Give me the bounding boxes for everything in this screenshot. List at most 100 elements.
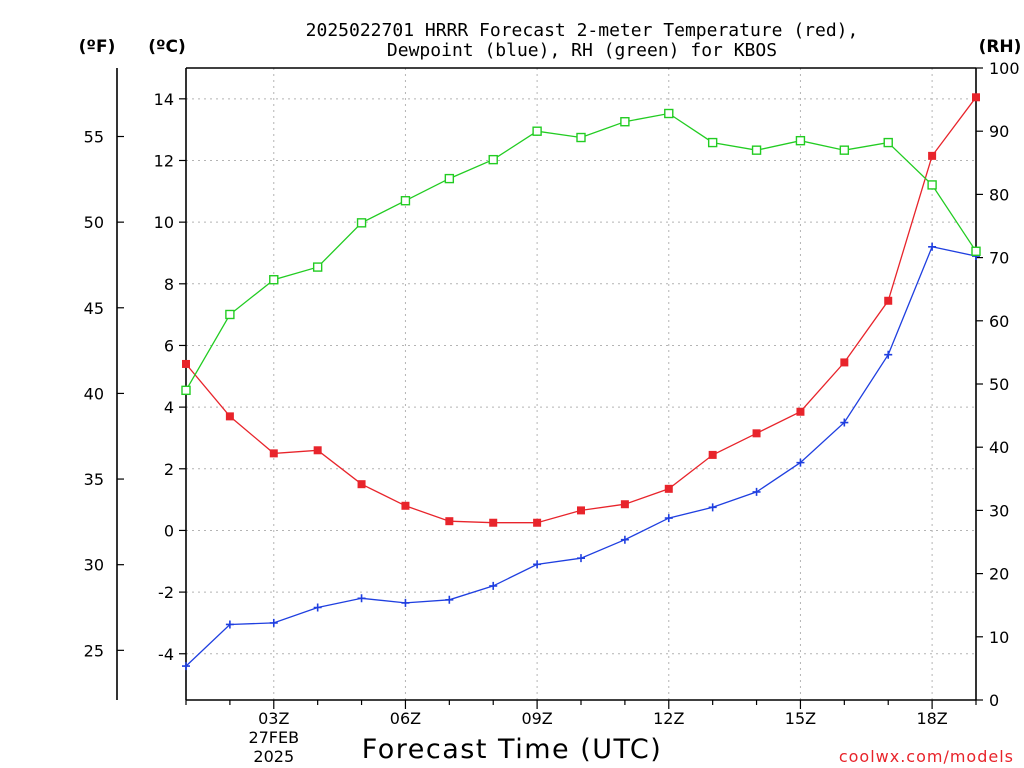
- celsius-tick-label: 12: [154, 151, 174, 170]
- rh-tick-label: 60: [989, 312, 1009, 331]
- celsius-tick-label: 2: [164, 460, 174, 479]
- rh-point: [707, 137, 718, 148]
- dewpoint-point: [752, 487, 761, 496]
- fahrenheit-tick-label: 40: [84, 384, 104, 403]
- celsius-tick-label: 6: [164, 336, 174, 355]
- rh-series-line: [185, 112, 977, 391]
- dewpoint-point: [533, 560, 542, 569]
- x-tick-label: 15Z: [785, 709, 816, 728]
- x-tick-label: 12Z: [653, 709, 684, 728]
- temperature-point: [884, 296, 893, 305]
- celsius-tick-label: 14: [154, 90, 174, 109]
- temperature-point: [664, 484, 673, 493]
- dewpoint-point: [489, 581, 498, 590]
- grid-lines: [186, 68, 976, 700]
- celsius-tick-label: 10: [154, 213, 174, 232]
- celsius-tick-label: 0: [164, 521, 174, 540]
- x-tick-label: 09Z: [521, 709, 552, 728]
- rh-tick-label: 100: [989, 59, 1020, 78]
- rh-point: [664, 108, 674, 119]
- dewpoint-point: [884, 350, 893, 359]
- fahrenheit-tick-label: 30: [84, 556, 104, 575]
- dewpoint-point: [620, 535, 629, 544]
- celsius-tick-label: 8: [164, 275, 174, 294]
- dewpoint-point: [357, 594, 366, 603]
- rh-tick-label: 40: [989, 438, 1009, 457]
- temperature-point: [840, 358, 849, 367]
- dewpoint-point: [928, 242, 937, 251]
- celsius-tick-label: -2: [158, 583, 174, 602]
- temperature-point: [313, 446, 322, 455]
- rh-point: [576, 132, 586, 143]
- x-tick-date-label: 27FEB: [248, 728, 299, 747]
- fahrenheit-tick-label: 50: [84, 213, 104, 232]
- rh-point: [488, 154, 498, 165]
- temperature-point: [928, 151, 937, 160]
- chart-title-line1: 2025022701 HRRR Forecast 2-meter Tempera…: [306, 20, 859, 41]
- dewpoint-point: [664, 514, 673, 523]
- temperature-point: [489, 518, 498, 527]
- temperature-point: [401, 501, 410, 510]
- rh-point: [883, 137, 893, 148]
- rh-tick-label: 30: [989, 501, 1009, 520]
- unit-label-rh: (RH): [979, 37, 1022, 57]
- dewpoint-point: [796, 458, 805, 467]
- dewpoint-point: [269, 618, 278, 627]
- rh-tick-label: 80: [989, 185, 1009, 204]
- rh-point: [751, 145, 762, 155]
- temperature-point: [225, 412, 234, 421]
- dewpoint-point: [445, 595, 454, 604]
- temperature-point: [182, 359, 190, 368]
- fahrenheit-tick-label: 55: [84, 128, 104, 147]
- dewpoint-point: [840, 418, 849, 427]
- x-axis-label: Forecast Time (UTC): [362, 734, 663, 765]
- series-layer: [181, 93, 981, 671]
- rh-point: [356, 218, 367, 228]
- temperature-series-line: [185, 96, 977, 524]
- temperature-point: [269, 449, 278, 458]
- rh-point: [839, 145, 850, 155]
- rh-point: [971, 246, 981, 256]
- temperature-point: [972, 93, 980, 102]
- fahrenheit-tick-label: 35: [84, 470, 104, 489]
- rh-point: [181, 385, 191, 396]
- rh-point: [444, 173, 455, 184]
- dewpoint-point: [225, 620, 234, 629]
- rh-point: [312, 262, 323, 272]
- x-tick-label: 06Z: [390, 709, 421, 728]
- temperature-point: [533, 518, 542, 527]
- dewpoint-point: [313, 603, 322, 612]
- chart-title-line2: Dewpoint (blue), RH (green) for KBOS: [387, 40, 777, 61]
- rh-tick-label: 10: [989, 628, 1009, 647]
- rh-tick-label: 0: [989, 691, 999, 710]
- fahrenheit-tick-label: 45: [84, 299, 104, 318]
- dewpoint-series-line: [185, 246, 977, 667]
- rh-point: [400, 196, 411, 206]
- rh-point: [795, 135, 806, 146]
- rh-point: [927, 180, 937, 190]
- x-tick-label: 03Z: [258, 709, 289, 728]
- rh-point: [532, 126, 542, 136]
- rh-tick-label: 50: [989, 375, 1009, 394]
- unit-label-fahrenheit: (ºF): [79, 37, 116, 57]
- credit-text: coolwx.com/models: [839, 747, 1014, 766]
- x-tick-label: 18Z: [916, 709, 947, 728]
- dewpoint-point: [577, 554, 585, 563]
- rh-tick-label: 90: [989, 122, 1009, 141]
- fahrenheit-tick-label: 25: [84, 641, 104, 660]
- temperature-point: [445, 517, 454, 526]
- temperature-point: [620, 500, 629, 509]
- chart-axes: -4 -2 0 2 4 6 8 10 12 14 25 30 35 40 45 50 55 0 10 20 30 40 50…: [84, 59, 1020, 766]
- celsius-tick-label: 4: [164, 398, 174, 417]
- rh-tick-label: 70: [989, 249, 1009, 268]
- rh-point: [620, 117, 630, 127]
- temperature-point: [357, 480, 366, 489]
- dewpoint-point: [708, 503, 717, 512]
- temperature-point: [796, 407, 805, 416]
- celsius-tick-label: -4: [158, 645, 174, 664]
- rh-point: [269, 275, 279, 285]
- temperature-point: [577, 506, 585, 515]
- rh-point: [225, 309, 235, 320]
- unit-label-celsius: (ºC): [148, 37, 186, 57]
